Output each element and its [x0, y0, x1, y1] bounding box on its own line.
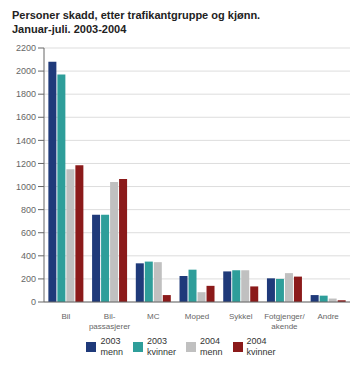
- svg-text:Moped: Moped: [185, 312, 209, 321]
- svg-text:1600: 1600: [16, 112, 36, 122]
- svg-text:800: 800: [21, 205, 36, 215]
- html-text:Personer skadd, etter trafikan: Personer skadd, etter trafikantgruppe og…: [12, 9, 261, 35]
- svg-text:0: 0: [31, 297, 36, 307]
- svg-text:200: 200: [21, 274, 36, 284]
- svg-text:1200: 1200: [16, 159, 36, 169]
- html-text:2003 menn: 2003 menn: [100, 336, 123, 357]
- svg-text:1000: 1000: [16, 182, 36, 192]
- html-text:2003 kvinner: 2003 kvinner: [147, 336, 176, 357]
- html-text:2004 menn: 2004 menn: [200, 336, 223, 357]
- svg-text:Bil: Bil: [61, 312, 70, 321]
- svg-text:1800: 1800: [16, 89, 36, 99]
- svg-text:Sykkel: Sykkel: [229, 312, 253, 321]
- svg-text:400: 400: [21, 251, 36, 261]
- svg-text:2200: 2200: [16, 43, 36, 53]
- svg-text:MC: MC: [147, 312, 160, 321]
- svg-text:Andre: Andre: [317, 312, 339, 321]
- svg-text:1400: 1400: [16, 136, 36, 146]
- svg-text:Bil-passasjerer: Bil-passasjerer: [89, 312, 131, 331]
- svg-text:600: 600: [21, 228, 36, 238]
- svg-text:2000: 2000: [16, 66, 36, 76]
- html-text:2004 kvinner: 2004 kvinner: [246, 336, 276, 357]
- svg-text:Fotgjenger/akende: Fotgjenger/akende: [264, 312, 305, 331]
